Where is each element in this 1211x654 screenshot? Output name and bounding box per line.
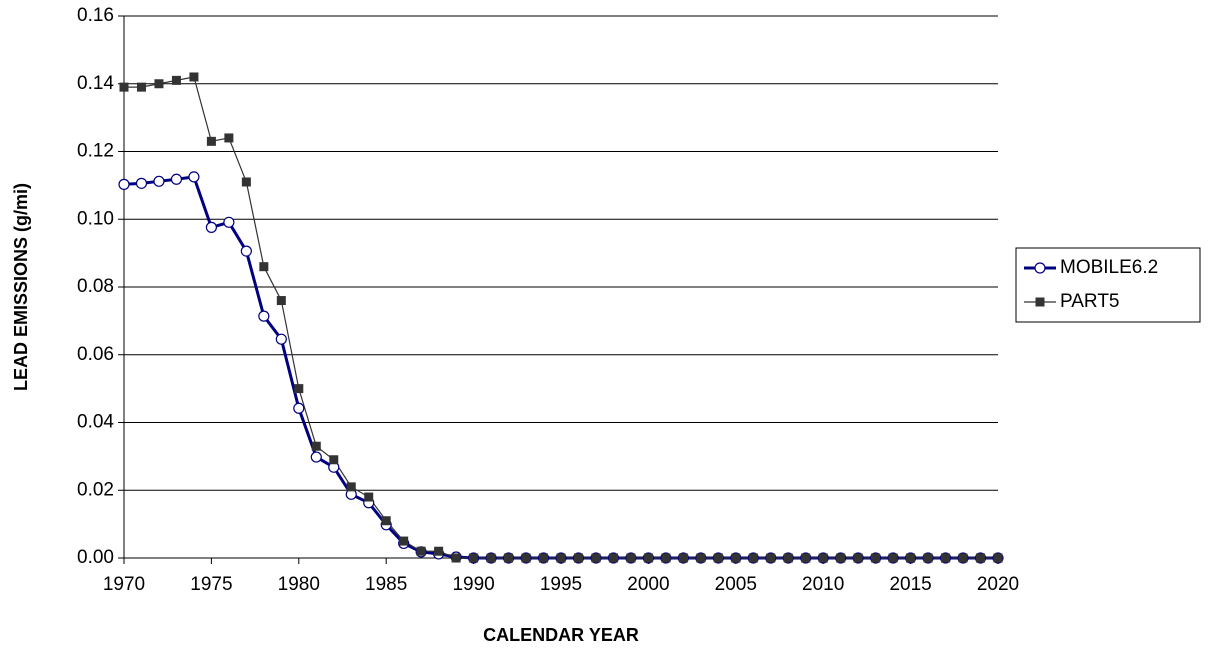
x-tick-label: 1985 xyxy=(365,574,407,595)
series-line xyxy=(123,175,998,560)
data-point xyxy=(976,553,986,563)
data-point xyxy=(416,546,426,556)
data-point xyxy=(135,177,148,189)
x-tick-label: 2000 xyxy=(627,574,669,595)
data-point xyxy=(748,553,758,563)
data-point xyxy=(241,177,251,187)
data-point xyxy=(661,553,671,563)
data-point xyxy=(713,553,723,563)
y-axis-title: LEAD EMISSIONS (g/mi) xyxy=(11,183,31,391)
data-point xyxy=(469,553,479,563)
data-point xyxy=(626,553,636,563)
data-point xyxy=(294,384,304,394)
y-tick-label: 0.06 xyxy=(77,344,114,365)
legend-box xyxy=(1015,247,1201,323)
data-point xyxy=(539,553,549,563)
data-point xyxy=(364,492,374,502)
data-point xyxy=(170,173,183,185)
data-point xyxy=(311,441,321,451)
data-point xyxy=(381,516,391,526)
data-point xyxy=(118,178,130,190)
data-point xyxy=(941,553,951,563)
x-tick-label: 1975 xyxy=(190,574,232,595)
data-point xyxy=(434,546,444,556)
x-tick-label: 1980 xyxy=(278,574,320,595)
data-point xyxy=(591,553,601,563)
data-point xyxy=(119,82,129,92)
x-tick-label: 2020 xyxy=(977,574,1019,595)
data-point xyxy=(451,553,461,563)
data-point xyxy=(154,79,164,89)
data-point xyxy=(399,536,409,546)
data-point xyxy=(888,553,898,563)
series-line xyxy=(124,76,998,559)
data-point xyxy=(678,553,688,563)
x-axis-title: CALENDAR YEAR xyxy=(483,625,639,645)
data-point xyxy=(643,553,653,563)
data-point xyxy=(486,553,496,563)
y-tick-label: 0.12 xyxy=(77,141,114,162)
data-point xyxy=(275,333,287,345)
data-point xyxy=(171,75,181,85)
y-tick-label: 0.04 xyxy=(77,412,114,433)
data-point xyxy=(259,262,269,272)
x-tick-label: 1995 xyxy=(540,574,582,595)
data-point xyxy=(276,296,286,306)
data-point xyxy=(223,216,235,228)
y-tick-label: 0.08 xyxy=(77,276,114,297)
data-point xyxy=(573,553,583,563)
data-point xyxy=(731,553,741,563)
data-point xyxy=(224,133,234,143)
data-point xyxy=(801,553,811,563)
y-tick-label: 0.10 xyxy=(77,208,114,229)
data-point xyxy=(556,553,566,563)
data-point xyxy=(871,553,881,563)
legend-marker xyxy=(1035,297,1045,307)
data-point xyxy=(696,553,706,563)
legend-label: PART5 xyxy=(1060,291,1120,312)
data-point xyxy=(153,175,165,187)
y-tick-label: 0.14 xyxy=(77,73,114,94)
data-point xyxy=(906,553,916,563)
legend-label: MOBILE6.2 xyxy=(1060,257,1158,278)
data-point xyxy=(783,553,793,563)
data-point xyxy=(189,72,199,82)
data-point xyxy=(993,553,1003,563)
data-point xyxy=(608,553,618,563)
data-point xyxy=(818,553,828,563)
data-point xyxy=(329,455,339,465)
y-tick-label: 0.16 xyxy=(77,5,114,26)
data-point xyxy=(188,171,200,183)
x-tick-label: 2005 xyxy=(715,574,757,595)
data-point xyxy=(136,82,146,92)
data-point xyxy=(346,482,356,492)
y-tick-label: 0.02 xyxy=(77,479,114,500)
data-point xyxy=(240,245,252,257)
data-point xyxy=(310,451,322,463)
data-point xyxy=(258,310,270,322)
y-tick-label: 0.00 xyxy=(77,547,114,568)
legend-marker xyxy=(1034,262,1046,274)
data-point xyxy=(836,553,846,563)
data-point xyxy=(293,402,305,414)
data-point xyxy=(521,553,531,563)
x-tick-label: 2010 xyxy=(802,574,844,595)
data-point xyxy=(853,553,863,563)
data-point xyxy=(205,221,217,233)
data-point xyxy=(206,136,216,146)
x-tick-label: 2015 xyxy=(889,574,931,595)
data-point xyxy=(766,553,776,563)
x-tick-label: 1990 xyxy=(452,574,494,595)
x-tick-label: 1970 xyxy=(103,574,145,595)
data-point xyxy=(923,553,933,563)
data-point xyxy=(504,553,514,563)
data-point xyxy=(958,553,968,563)
